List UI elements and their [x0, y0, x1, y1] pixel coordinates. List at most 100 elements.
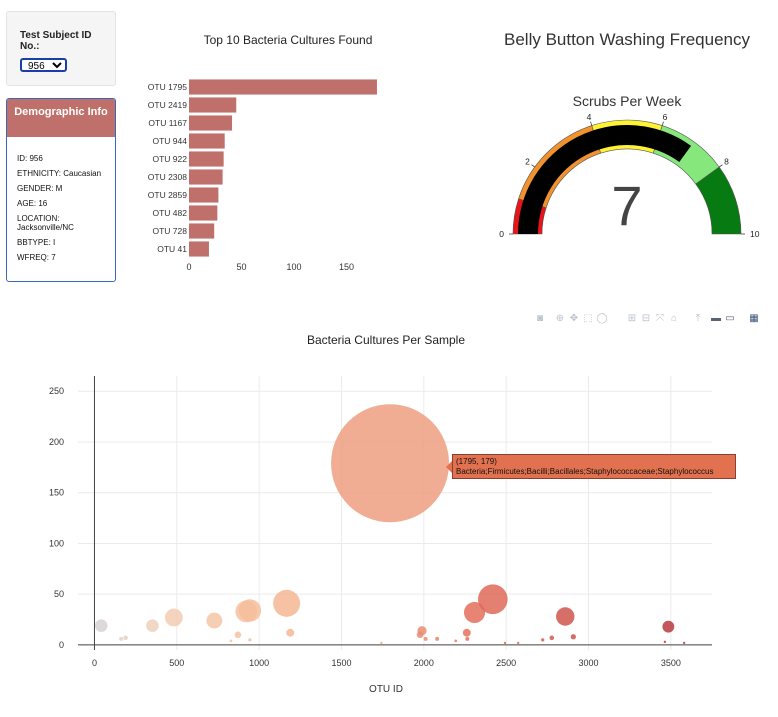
- bubble-y-tick-label: 50: [54, 589, 64, 599]
- bar-category-label: OTU 2419: [148, 100, 187, 110]
- gauge-tick-label: 2: [525, 157, 530, 167]
- bar-category-label: OTU 1167: [148, 118, 187, 128]
- demographic-info-panel: Demographic Info ID: 956 ETHNICITY: Cauca…: [6, 98, 116, 282]
- bubble-point: [423, 636, 428, 641]
- bubble-point: [416, 631, 424, 639]
- lasso-icon[interactable]: ◯: [596, 313, 608, 324]
- bar: [189, 151, 224, 167]
- zoom-in-icon[interactable]: ⊞: [627, 313, 637, 324]
- demographic-row: ETHNICITY: Caucasian: [17, 169, 102, 178]
- autoscale-icon[interactable]: ⤧: [656, 313, 664, 324]
- zoom-out-icon[interactable]: ⊟: [641, 313, 651, 324]
- gauge-tick: [531, 164, 536, 168]
- subject-selector-label: Test Subject ID No.:: [20, 30, 92, 52]
- bubble-x-tick-label: 1500: [331, 658, 351, 668]
- bubble-point: [503, 641, 507, 645]
- demographic-row: BBTYPE: I: [17, 238, 56, 247]
- bar: [189, 169, 223, 185]
- bubble-x-axis-label: OTU ID: [369, 684, 403, 695]
- reset-axes-icon[interactable]: ⌂: [670, 313, 678, 324]
- demographic-row: GENDER: M: [17, 184, 63, 193]
- bubble-point: [662, 620, 675, 633]
- bar-category-label: OTU 922: [153, 154, 188, 164]
- bubble-point: [477, 584, 508, 615]
- bubble-point: [146, 619, 159, 632]
- bubble-point: [235, 600, 258, 623]
- hover-closest-icon[interactable]: ▬: [711, 313, 721, 324]
- bubble-point: [380, 641, 383, 645]
- demographic-info-title: Demographic Info: [7, 99, 115, 137]
- bar: [189, 97, 237, 113]
- bubble-point: [94, 619, 108, 632]
- camera-icon[interactable]: ◙: [536, 313, 544, 324]
- bar-category-label: OTU 41: [157, 244, 187, 254]
- bar-x-tick-label: 0: [186, 262, 191, 272]
- gauge-tick: [718, 164, 723, 168]
- demographic-row: AGE: 16: [17, 199, 48, 208]
- gauge-subtitle: Scrubs Per Week: [573, 93, 683, 109]
- bubble-point: [549, 635, 555, 641]
- gauge-title: Belly Button Washing Frequency: [504, 30, 750, 49]
- bubble-x-tick-label: 2000: [414, 658, 434, 668]
- bubble-point: [273, 589, 301, 617]
- bar-chart-title: Top 10 Bacteria Cultures Found: [204, 33, 373, 47]
- bubble-point: [556, 607, 575, 626]
- demographic-info-body: ID: 956 ETHNICITY: Caucasian GENDER: M AGE:…: [17, 154, 113, 268]
- bar: [189, 241, 209, 257]
- hover-compare-icon[interactable]: ▭: [725, 313, 735, 324]
- subject-id-select[interactable]: 956: [20, 58, 67, 72]
- bubble-point: [119, 636, 124, 641]
- bar-category-label: OTU 944: [153, 136, 188, 146]
- bubble-x-tick-label: 500: [169, 658, 184, 668]
- bubble-point: [463, 601, 486, 623]
- bar: [189, 133, 225, 149]
- bubble-point: [682, 641, 686, 645]
- gauge-tick-label: 4: [587, 112, 592, 122]
- bubble-point: [516, 641, 520, 645]
- bar-category-label: OTU 1795: [148, 82, 187, 92]
- hover-tooltip-coords: (1795, 179): [456, 457, 497, 466]
- demographic-row: WFREQ: 7: [17, 253, 56, 262]
- bubble-point: [234, 631, 242, 639]
- bar-category-label: OTU 482: [153, 208, 188, 218]
- gauge-tick-label: 0: [499, 229, 504, 239]
- top10-bar-chart: Top 10 Bacteria Cultures Found OTU 1795 OT…: [148, 33, 377, 272]
- bubble-point: [663, 640, 667, 644]
- gauge-value-number: 7: [611, 174, 642, 237]
- bubble-point: [123, 635, 128, 641]
- subject-selector-panel: Test Subject ID No.: 956: [6, 11, 116, 86]
- plotly-modebar: ◙ ⊕ ✥ ⬚ ◯ ⊞ ⊟ ⤧ ⌂ ⤒ ▬ ▭ ▦: [534, 313, 766, 327]
- bar: [189, 79, 377, 95]
- bubble-chart-title: Bacteria Cultures Per Sample: [307, 333, 465, 347]
- bar-x-tick-label: 150: [339, 262, 354, 272]
- bar: [189, 115, 233, 131]
- bubble-point: [286, 628, 295, 637]
- bubble-y-tick-label: 150: [49, 488, 64, 498]
- bubble-point: [541, 638, 545, 642]
- bubble-x-tick-label: 3000: [578, 658, 598, 668]
- demographic-row: ID: 956: [17, 154, 43, 163]
- bubble-point: [462, 628, 471, 637]
- box-select-icon[interactable]: ⬚: [583, 313, 593, 324]
- bar-x-tick-label: 50: [236, 262, 246, 272]
- pan-icon[interactable]: ✥: [569, 313, 579, 324]
- bar-category-label: OTU 2859: [148, 190, 187, 200]
- zoom-icon[interactable]: ⊕: [555, 313, 565, 324]
- bacteria-bubble-chart: Bacteria Cultures Per Sample 0 50 100 150 200…: [49, 333, 712, 695]
- bubble-x-tick-label: 2500: [496, 658, 516, 668]
- gauge-tick: [661, 121, 664, 126]
- gauge-tick-label: 6: [663, 112, 668, 122]
- bubble-point: [229, 639, 233, 643]
- hover-tooltip-label: Bacteria;Firmicutes;Bacilli;Bacillales;S…: [456, 467, 714, 476]
- bubble-point: [331, 404, 450, 523]
- bubble-y-tick-label: 0: [59, 640, 64, 650]
- spike-lines-icon[interactable]: ⤒: [695, 313, 701, 324]
- bubble-point: [164, 608, 183, 627]
- washing-frequency-gauge: Belly Button Washing Frequency Scrubs Per…: [499, 30, 760, 239]
- plotly-logo-icon[interactable]: ▦: [749, 313, 759, 324]
- gauge-tick: [590, 121, 593, 126]
- bubble-point: [570, 634, 576, 640]
- bubble-y-tick-label: 200: [49, 437, 64, 447]
- gauge-tick-label: 10: [750, 229, 760, 239]
- bubble-point: [206, 612, 223, 629]
